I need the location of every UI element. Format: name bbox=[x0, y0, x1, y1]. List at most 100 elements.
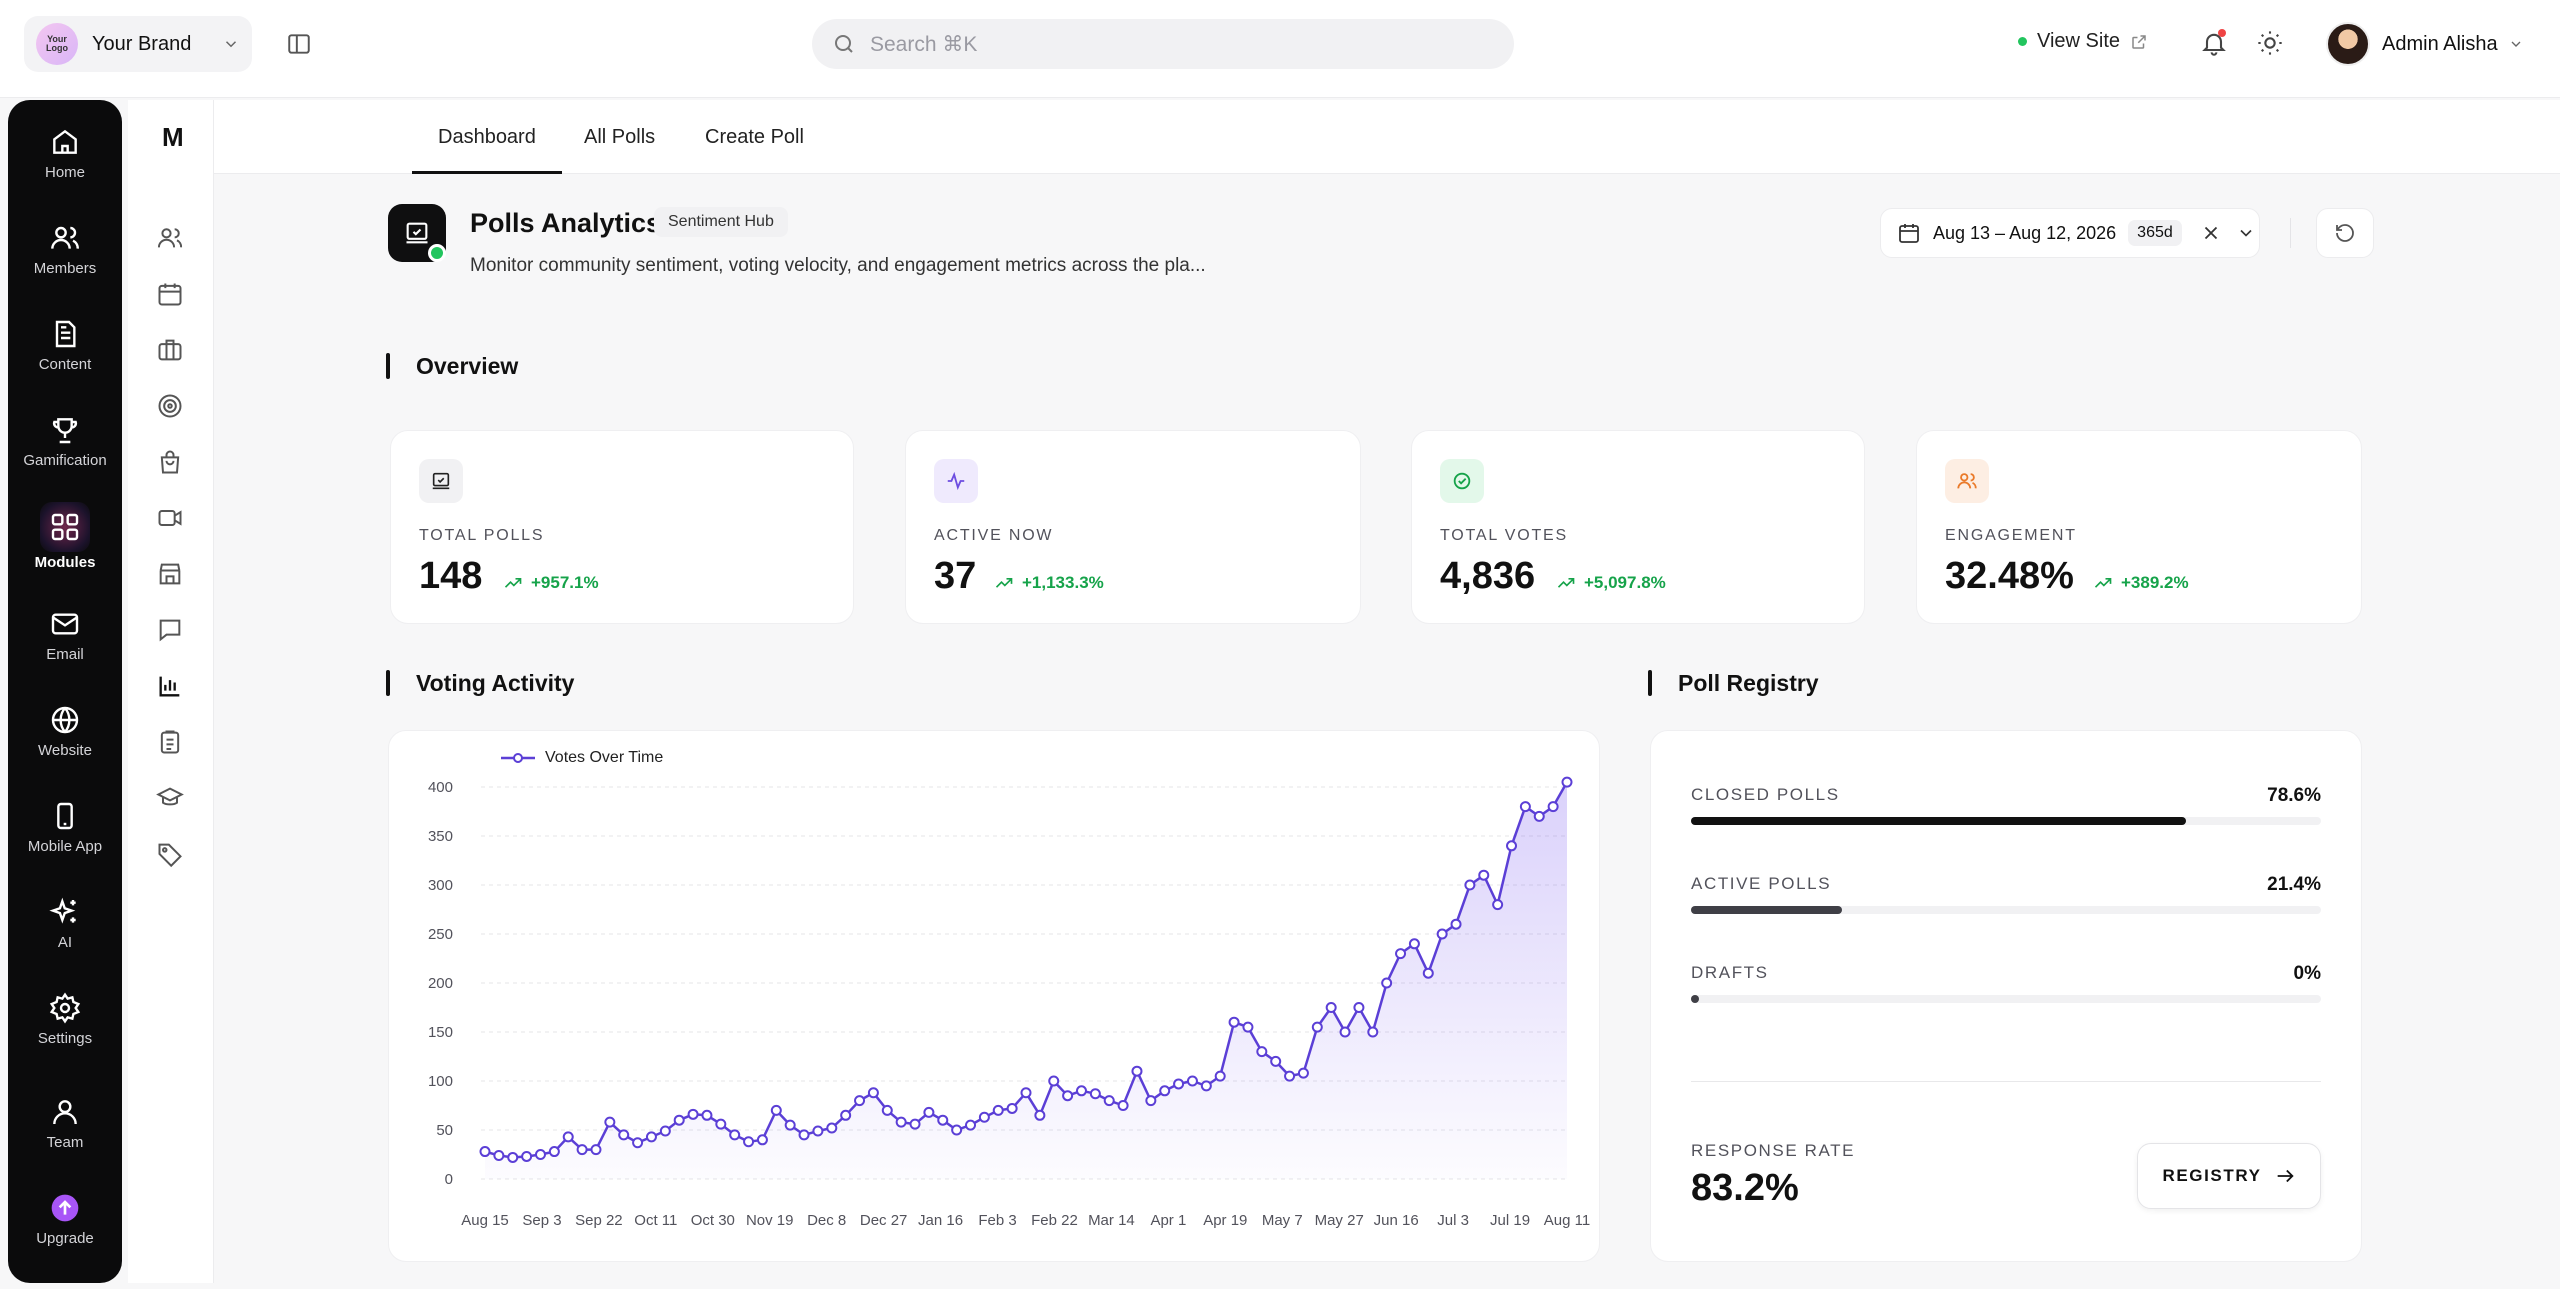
users-icon[interactable] bbox=[156, 224, 184, 252]
video-icon[interactable] bbox=[156, 504, 184, 532]
date-range-picker[interactable]: Aug 13 – Aug 12, 2026 365d bbox=[1880, 208, 2260, 258]
sidebar-item-modules[interactable]: Modules bbox=[8, 502, 122, 571]
modules-icon-bg bbox=[40, 502, 90, 552]
registry-percent: 0% bbox=[2293, 963, 2321, 984]
kpi-delta: +957.1% bbox=[503, 573, 599, 593]
account-menu[interactable]: Admin Alisha bbox=[2326, 22, 2524, 66]
target-icon[interactable] bbox=[156, 392, 184, 420]
data-point bbox=[590, 1144, 602, 1156]
data-point bbox=[1117, 1100, 1129, 1111]
data-point bbox=[992, 1104, 1004, 1116]
tab-bar: Dashboard All Polls Create Poll bbox=[214, 100, 2560, 174]
kpi-card-active-now: ACTIVE NOW 37 +1,133.3% bbox=[905, 430, 1361, 624]
notification-dot bbox=[2218, 29, 2226, 37]
registry-label: CLOSED POLLS bbox=[1691, 785, 1840, 804]
data-point bbox=[1547, 801, 1559, 813]
bell-icon bbox=[2202, 33, 2226, 56]
tab-all-polls[interactable]: All Polls bbox=[584, 125, 656, 148]
data-point bbox=[1020, 1087, 1032, 1099]
poll-icon bbox=[432, 472, 450, 490]
sidebar-item-content[interactable]: Content bbox=[8, 318, 122, 373]
data-point bbox=[576, 1144, 588, 1156]
data-point bbox=[701, 1109, 713, 1121]
view-site-link[interactable]: View Site bbox=[2018, 30, 2148, 53]
data-point bbox=[562, 1131, 574, 1143]
tab-create-poll[interactable]: Create Poll bbox=[705, 125, 804, 148]
data-point bbox=[1325, 1002, 1337, 1013]
tab-dashboard[interactable]: Dashboard bbox=[412, 100, 562, 174]
data-point bbox=[1561, 776, 1573, 788]
divider bbox=[1691, 1081, 2321, 1082]
sidebar-item-label: Website bbox=[38, 742, 92, 759]
x-tick-label: Dec 27 bbox=[860, 1212, 908, 1229]
sidebar-item-upgrade[interactable]: Upgrade bbox=[8, 1192, 122, 1247]
chevron-down-icon[interactable] bbox=[2236, 223, 2256, 243]
bag-icon[interactable] bbox=[156, 448, 184, 476]
sidebar-item-team[interactable]: Team bbox=[8, 1096, 122, 1151]
data-point bbox=[854, 1095, 866, 1107]
sidebar-item-home[interactable]: Home bbox=[8, 126, 122, 181]
tag-icon[interactable] bbox=[156, 840, 184, 868]
registry-percent: 78.6% bbox=[2267, 785, 2321, 806]
status-badge bbox=[428, 244, 446, 262]
days-badge: 365d bbox=[2128, 220, 2182, 246]
sidebar-toggle-icon[interactable] bbox=[286, 31, 312, 57]
graduation-cap-icon[interactable] bbox=[156, 784, 184, 812]
x-tick-label: Sep 22 bbox=[575, 1212, 623, 1229]
theme-toggle-icon[interactable] bbox=[2256, 29, 2284, 57]
date-range-label: Aug 13 – Aug 12, 2026 bbox=[1933, 222, 2117, 243]
data-point bbox=[479, 1146, 491, 1158]
store-icon[interactable] bbox=[156, 560, 184, 588]
users-icon bbox=[51, 226, 79, 249]
sidebar-item-label: Members bbox=[33, 260, 97, 277]
sidebar-item-gamification[interactable]: Gamification bbox=[8, 414, 122, 469]
search-input[interactable]: Search ⌘K bbox=[812, 19, 1514, 69]
registry-row-active: ACTIVE POLLS 21.4% bbox=[1691, 874, 2321, 914]
data-point bbox=[909, 1118, 921, 1130]
check-circle-icon bbox=[1453, 472, 1471, 490]
activity-icon bbox=[947, 471, 965, 491]
progress-fill bbox=[1691, 817, 2187, 825]
calendar-icon[interactable] bbox=[156, 280, 184, 308]
kpi-label: ENGAGEMENT bbox=[1945, 527, 2077, 544]
data-point bbox=[951, 1124, 963, 1136]
chat-icon[interactable] bbox=[156, 616, 184, 644]
section-title-voting-activity: Voting Activity bbox=[416, 670, 575, 696]
refresh-icon bbox=[2336, 224, 2354, 242]
sidebar-item-mobile-app[interactable]: Mobile App bbox=[8, 800, 122, 855]
page-title: Polls Analytics bbox=[470, 208, 662, 238]
registry-button-label: REGISTRY bbox=[2162, 1166, 2262, 1185]
sidebar-item-ai[interactable]: AI bbox=[8, 896, 122, 951]
bar-chart-icon[interactable] bbox=[156, 672, 184, 700]
sidebar-item-settings[interactable]: Settings bbox=[8, 992, 122, 1047]
response-rate-value: 83.2% bbox=[1691, 1167, 1799, 1209]
poll-registry-card: CLOSED POLLS 78.6% ACTIVE POLLS 21.4% DR… bbox=[1650, 730, 2362, 1262]
data-point bbox=[770, 1104, 782, 1116]
kpi-icon-bg bbox=[1440, 459, 1484, 503]
kpi-value: 148 bbox=[419, 555, 483, 597]
data-point bbox=[881, 1104, 893, 1116]
data-point bbox=[756, 1134, 768, 1146]
briefcase-icon[interactable] bbox=[156, 336, 184, 364]
section-marker bbox=[386, 670, 390, 696]
data-point bbox=[1450, 918, 1462, 930]
kpi-delta-value: +957.1% bbox=[531, 573, 599, 592]
clipboard-icon[interactable] bbox=[156, 728, 184, 756]
refresh-button[interactable] bbox=[2316, 208, 2374, 258]
data-point bbox=[715, 1118, 727, 1130]
data-point bbox=[826, 1122, 838, 1134]
close-icon[interactable] bbox=[2200, 222, 2222, 244]
sidebar-item-label: Modules bbox=[34, 554, 96, 571]
sidebar-item-website[interactable]: Website bbox=[8, 704, 122, 759]
brand-logo: Your Logo bbox=[36, 23, 78, 65]
kpi-value: 4,836 bbox=[1440, 555, 1536, 597]
brand-name: Your Brand bbox=[92, 32, 192, 55]
kpi-delta: +5,097.8% bbox=[1556, 573, 1666, 593]
kpi-card-engagement: ENGAGEMENT 32.48% +389.2% bbox=[1916, 430, 2362, 624]
sidebar-item-email[interactable]: Email bbox=[8, 608, 122, 663]
sidebar-item-members[interactable]: Members bbox=[8, 222, 122, 277]
notifications-button[interactable] bbox=[2200, 29, 2228, 57]
data-point bbox=[812, 1125, 824, 1137]
brand-switcher[interactable]: Your Logo Your Brand bbox=[24, 16, 252, 72]
registry-button[interactable]: REGISTRY bbox=[2137, 1143, 2321, 1209]
